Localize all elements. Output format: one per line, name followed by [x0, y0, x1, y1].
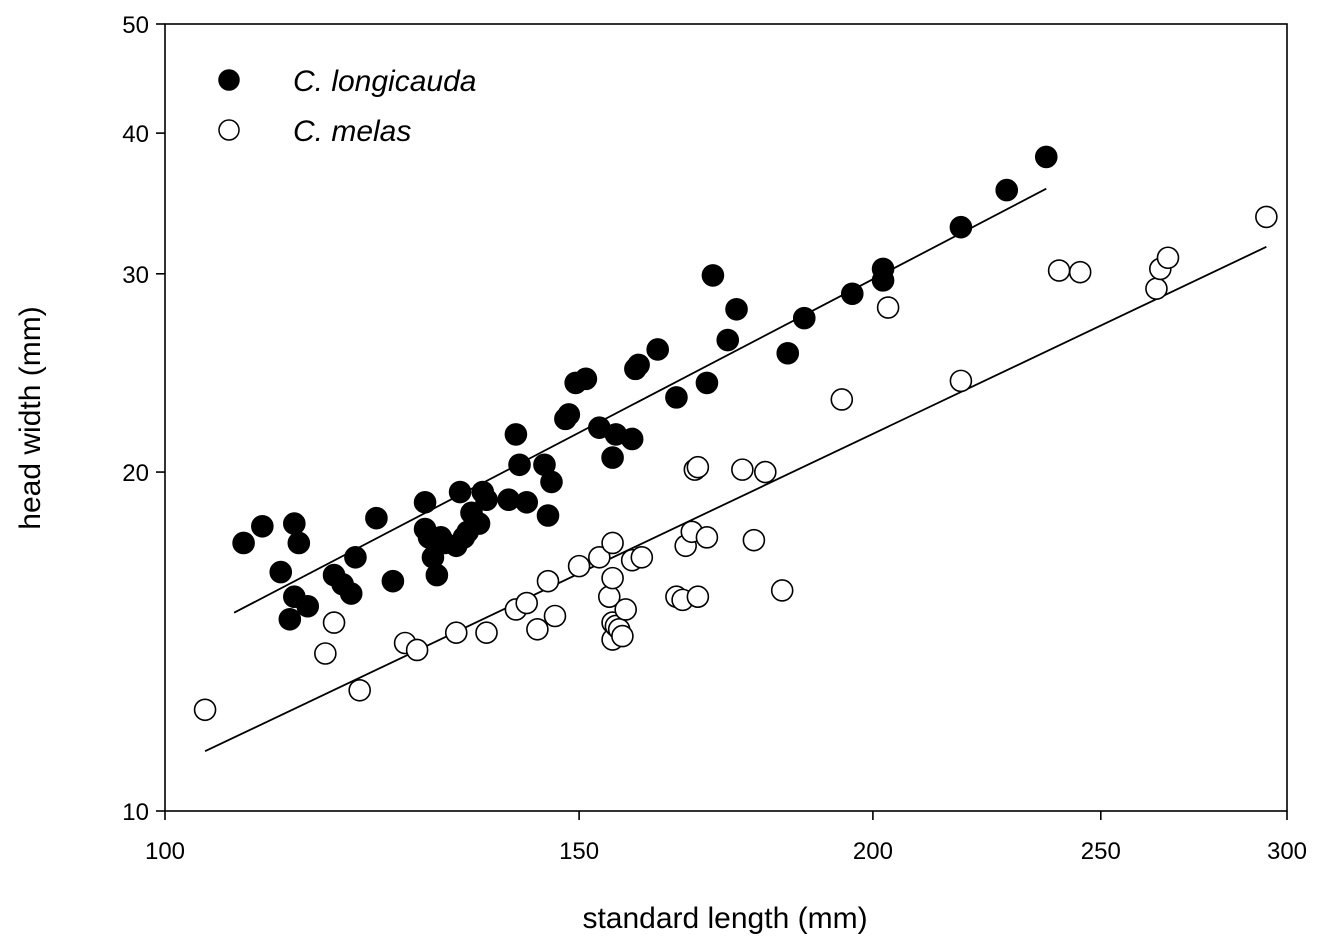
point-melas [314, 642, 337, 665]
point-melas [770, 579, 794, 602]
y-tick-label: 20 [122, 460, 149, 487]
point-longicauda [840, 282, 864, 306]
plot-frame [164, 23, 1288, 812]
point-longicauda [508, 453, 531, 477]
point-melas [686, 455, 710, 479]
legend-marker-melas [218, 119, 240, 141]
point-longicauda [646, 338, 669, 361]
point-longicauda [1034, 145, 1058, 169]
point-melas [1047, 259, 1071, 282]
point-longicauda [269, 560, 293, 584]
y-axis: 10 20 30 40 50 [122, 12, 165, 826]
point-melas [1145, 277, 1168, 300]
point-melas [695, 526, 719, 549]
point-melas [543, 604, 567, 628]
point-longicauda [448, 480, 472, 504]
point-melas [611, 624, 634, 648]
point-longicauda [515, 491, 539, 514]
point-melas [405, 638, 429, 662]
point-melas [1156, 246, 1180, 270]
point-longicauda [536, 504, 560, 527]
y-tick-label: 10 [122, 799, 149, 826]
point-melas [567, 554, 591, 578]
legend-label-longicauda: C. longicauda [293, 65, 476, 98]
point-melas [601, 566, 624, 590]
point-longicauda [540, 470, 563, 494]
fit-line-longicauda [233, 187, 1047, 614]
regression-lines [204, 187, 1267, 753]
data-points [193, 145, 1278, 722]
plot-border [164, 23, 1288, 812]
x-tick-label: 200 [853, 838, 893, 865]
point-melas [830, 388, 854, 411]
point-longicauda [296, 594, 320, 618]
point-longicauda [665, 386, 688, 409]
point-melas [193, 698, 217, 722]
point-longicauda [792, 306, 816, 330]
legend: C. longicauda C. melas [218, 65, 476, 148]
point-longicauda [425, 563, 449, 587]
point-longicauda [504, 423, 528, 446]
point-melas [630, 546, 654, 569]
point-melas [614, 598, 637, 621]
point-melas [949, 369, 973, 393]
point-longicauda [620, 427, 644, 451]
x-tick-label: 250 [1081, 838, 1121, 865]
point-longicauda [574, 367, 598, 391]
y-axis-title: head width (mm) [14, 306, 47, 529]
point-longicauda [601, 446, 624, 469]
point-longicauda [949, 215, 973, 239]
point-melas [731, 458, 754, 481]
point-melas [475, 621, 498, 644]
point-melas [444, 621, 468, 644]
x-tick-label: 300 [1267, 838, 1307, 865]
x-axis-title: standard length (mm) [582, 902, 867, 935]
point-longicauda [344, 546, 367, 569]
point-longicauda [283, 512, 306, 535]
point-longicauda [557, 403, 581, 426]
point-melas [601, 531, 624, 555]
point-longicauda [413, 491, 437, 514]
point-melas [526, 618, 549, 641]
x-tick-label: 100 [145, 838, 185, 865]
point-melas [1068, 260, 1092, 284]
fit-line-melas [204, 246, 1267, 753]
point-longicauda [365, 506, 388, 530]
point-longicauda [716, 328, 740, 352]
point-longicauda [701, 264, 725, 287]
y-tick-label: 30 [122, 262, 149, 289]
point-longicauda [627, 353, 650, 377]
point-melas [876, 296, 900, 319]
point-longicauda [232, 531, 255, 555]
y-tick-label: 50 [122, 12, 149, 39]
point-melas [753, 460, 777, 484]
point-longicauda [251, 515, 274, 538]
point-longicauda [995, 178, 1019, 202]
point-longicauda [871, 257, 895, 281]
point-longicauda [381, 569, 405, 593]
x-tick-label: 150 [559, 838, 599, 865]
point-melas [322, 611, 346, 634]
legend-label-melas: C. melas [293, 115, 411, 148]
point-longicauda [695, 371, 719, 395]
point-melas [742, 528, 766, 552]
point-longicauda [467, 512, 491, 535]
legend-marker-longicauda [218, 69, 240, 91]
point-longicauda [287, 531, 311, 555]
point-melas [588, 546, 611, 569]
y-tick-label: 40 [122, 121, 149, 148]
point-melas [1255, 205, 1278, 229]
point-longicauda [278, 607, 302, 631]
x-axis: 100 150 200 250 300 [145, 811, 1307, 865]
point-melas [348, 678, 371, 702]
point-longicauda [475, 488, 498, 512]
point-longicauda [776, 341, 800, 365]
point-longicauda [725, 297, 748, 321]
point-melas [686, 585, 710, 608]
point-longicauda [339, 582, 363, 605]
point-melas [536, 569, 560, 593]
point-melas [515, 591, 539, 615]
